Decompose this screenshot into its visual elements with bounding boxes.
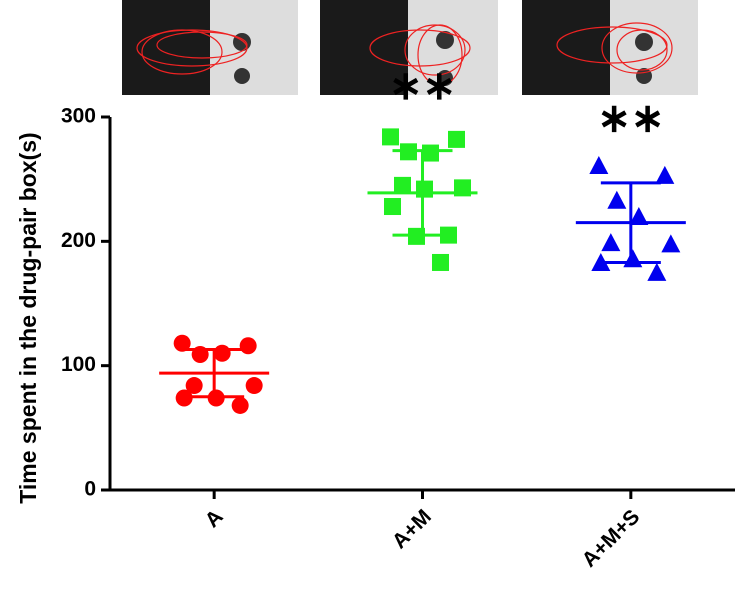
point xyxy=(231,396,249,414)
y-tick-label: 0 xyxy=(84,478,96,501)
point xyxy=(661,234,681,253)
x-tick-label: A xyxy=(201,505,228,532)
point xyxy=(623,249,643,268)
significance: ∗∗ xyxy=(597,96,664,140)
point xyxy=(185,377,203,395)
x-tick-label: A+M xyxy=(388,505,436,553)
point xyxy=(408,227,425,245)
point xyxy=(655,165,675,184)
point xyxy=(629,206,649,225)
point xyxy=(191,345,209,363)
y-tick-label: 200 xyxy=(61,229,96,252)
y-axis-label: Time spent in the drug-pair box(s) xyxy=(15,132,41,503)
point xyxy=(432,253,449,271)
point xyxy=(239,337,257,355)
point xyxy=(591,252,611,271)
point xyxy=(647,262,667,281)
point xyxy=(175,389,193,407)
point xyxy=(245,377,263,395)
y-tick-label: 100 xyxy=(61,353,96,376)
point xyxy=(454,179,471,197)
point xyxy=(394,176,411,194)
point xyxy=(416,180,433,198)
point xyxy=(213,344,231,362)
point xyxy=(207,389,225,407)
photos xyxy=(122,0,698,95)
point xyxy=(440,226,457,244)
photo xyxy=(320,0,498,95)
photo xyxy=(522,0,698,95)
point xyxy=(400,143,417,161)
y-tick-label: 300 xyxy=(61,105,96,128)
point xyxy=(382,128,399,146)
point xyxy=(589,155,609,174)
point xyxy=(607,190,627,209)
point xyxy=(384,198,401,216)
point xyxy=(173,334,191,352)
point xyxy=(422,144,439,162)
point xyxy=(448,130,465,148)
point xyxy=(601,233,621,252)
x-tick-label: A+M+S xyxy=(578,505,645,572)
significance: ∗∗ xyxy=(389,64,456,108)
photo xyxy=(122,0,298,95)
